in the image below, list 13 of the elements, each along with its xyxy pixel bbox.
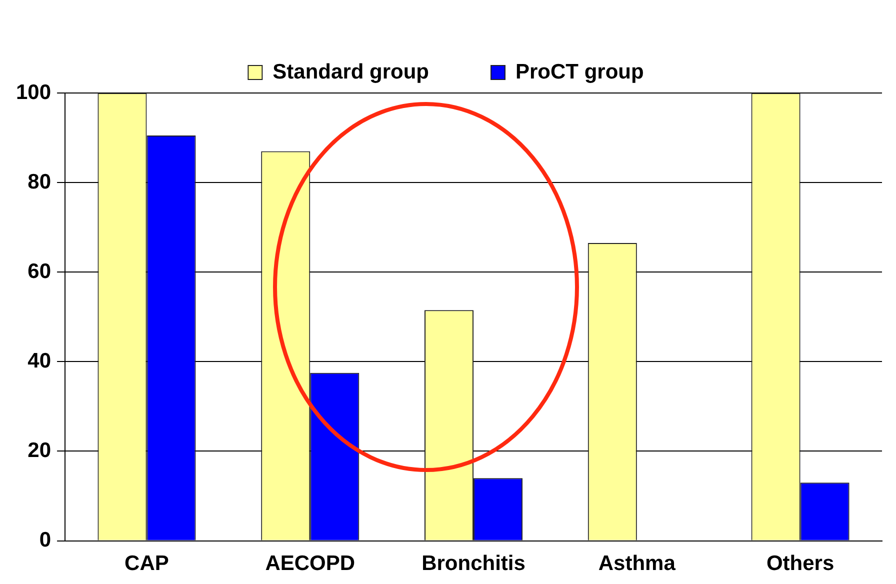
x-tick-label: CAP [124, 552, 169, 576]
y-tick-label: 20 [28, 439, 52, 462]
legend-label: Standard group [272, 60, 430, 84]
x-tick-label: Others [766, 552, 834, 576]
y-tick-label: 40 [28, 349, 52, 372]
legend-label: ProCT group [516, 60, 644, 84]
x-tick-label: Asthma [598, 552, 676, 576]
y-tick-label: 80 [28, 170, 52, 194]
y-tick-label: 0 [39, 528, 52, 552]
y-tick-label: 60 [28, 260, 52, 283]
y-tick-label: 100 [16, 80, 52, 104]
x-tick-label: Bronchitis [422, 552, 526, 576]
x-tick-label: AECOPD [265, 552, 356, 576]
